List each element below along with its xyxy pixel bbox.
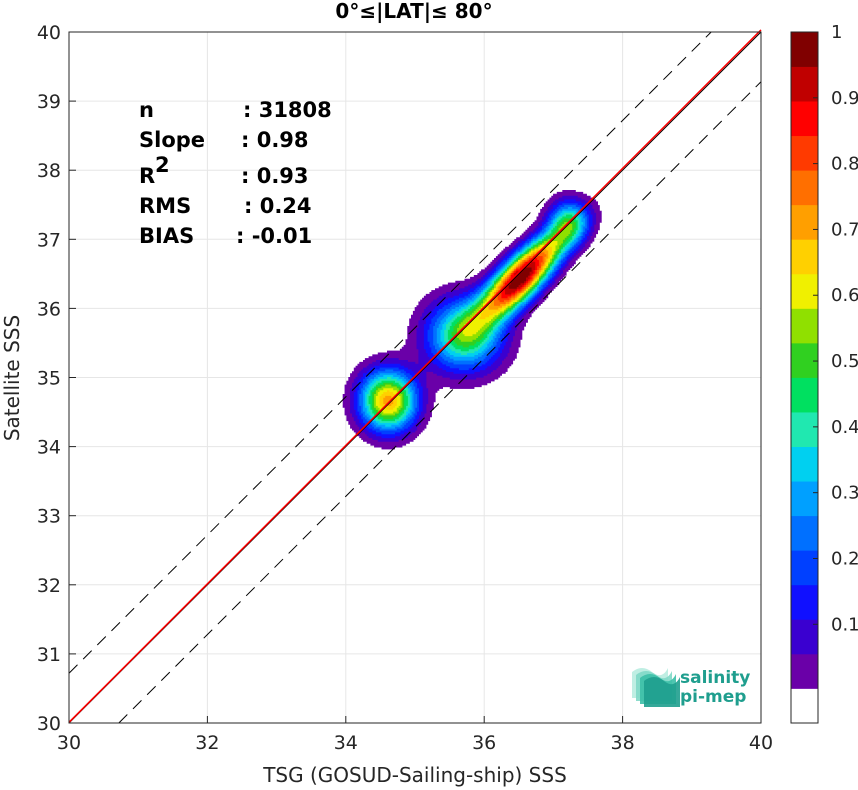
x-tick-label: 40 [749,732,773,754]
reference-lines [68,29,762,724]
y-tick-label: 30 [37,713,61,735]
chart-title: 0°≤|LAT|≤ 80° [335,0,492,23]
colorbar-segment [791,584,818,620]
colorbar-frame [790,31,819,724]
y-tick-label: 32 [37,575,61,597]
x-tick-label: 36 [472,732,496,754]
upper-dashed-line [68,31,712,674]
lower-dashed-line [118,81,762,724]
colorbar-segment [791,308,818,344]
colorbar-segment [791,273,818,309]
colorbar-tick-label: 0.7 [831,219,858,240]
y-tick-label: 33 [37,506,61,528]
x-tick-label: 32 [195,732,219,754]
x-axis-label: TSG (GOSUD-Sailing-ship) SSS [262,763,567,787]
colorbar-segment [791,135,818,171]
y-tick-label: 34 [37,437,61,459]
y-tick-label: 37 [37,229,61,251]
stat-value-r: : 0.93 [241,164,309,188]
stat-label-bias: BIAS [139,224,194,248]
y-tick-label: 36 [37,298,61,320]
colorbar-segment [791,481,818,517]
x-tick-label: 30 [57,732,81,754]
colorbar-tick-label: 0.3 [831,483,858,504]
stat-label-r: R [139,164,155,188]
colorbar-segment [791,515,818,551]
stat-value-bias: : -0.01 [236,224,312,248]
colorbar-tick-label: 0.1 [831,614,858,635]
stat-label-rms: RMS [139,194,191,218]
colorbar-segment [791,412,818,447]
plot-area: n : 31808 Slope : 0.98 R 2 : 0.93 RMS : 0.24 BIAS… [68,29,762,724]
colorbar-tick-label: 0.4 [831,417,858,438]
colorbar-segment [791,550,818,586]
colorbar-tick-label: 0.2 [831,548,858,569]
y-tick-label: 31 [37,644,61,666]
colorbar-segment [791,66,818,102]
colorbar-segment [791,101,818,137]
y-axis-label: Satellite SSS [0,315,24,441]
colorbar-tick-label: 1 [831,22,842,43]
y-tick-label: 39 [37,91,61,113]
colorbar-segment [791,342,818,378]
colorbar-segment [791,204,818,240]
logo-wave-shape [644,677,680,707]
colorbar-tick-label: 0.5 [831,351,858,372]
colorbar-segment [791,239,818,275]
colorbar-segment [791,688,818,724]
colorbar-tick-label: 0.9 [831,88,858,109]
colorbar-segment [791,32,818,67]
stat-value-n: : 31808 [243,98,332,122]
statistics-box: n : 31808 Slope : 0.98 R 2 : 0.93 RMS : 0.24 BIAS… [139,98,332,248]
logo-text-salinity: salinity [680,668,750,688]
x-tick-label: 38 [611,732,635,754]
colorbar-segment [791,446,818,482]
stat-label-n: n [139,98,154,122]
grid-lines [68,31,762,724]
colorbar-tick-label: 0.8 [831,154,858,175]
x-tick-label: 34 [334,732,358,754]
colorbar-segment [791,377,818,413]
stat-value-slope: : 0.98 [241,128,309,152]
colorbar-segment [791,653,818,689]
logo-text-pi-mep: pi-mep [680,687,746,707]
stat-label-slope: Slope [139,128,205,152]
colorbar: 0.1 0.2 0.3 0.4 0.5 0.6 0.7 0.8 0.9 1 [790,22,858,724]
y-tick-label: 38 [37,160,61,182]
density-level-0.95 [508,267,532,289]
colorbar-segment [791,170,818,206]
y-axis-ticks: 30 31 32 33 34 35 36 37 38 39 40 [37,22,76,735]
stat-superscript: 2 [155,153,170,177]
regression-line [68,29,762,723]
x-axis-ticks: 30 32 34 36 38 40 [57,716,773,754]
y-tick-label: 35 [37,368,61,390]
colorbar-segment [791,619,818,655]
y-tick-label: 40 [37,22,61,44]
colorbar-tick-label: 0.6 [831,285,858,306]
stat-value-rms: : 0.24 [244,194,312,218]
